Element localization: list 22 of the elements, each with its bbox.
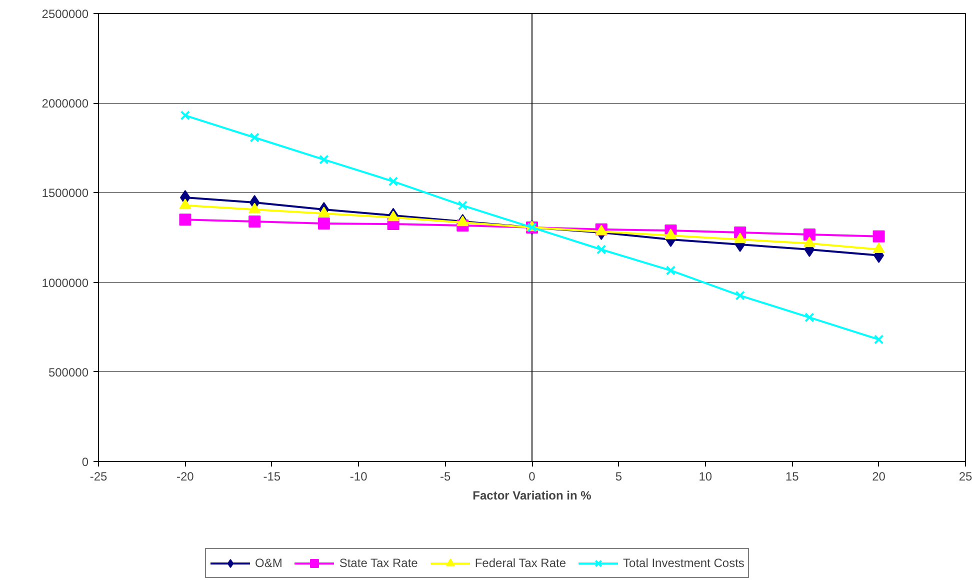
y-tick-label: 0 <box>82 455 89 469</box>
legend-label: Federal Tax Rate <box>474 556 566 570</box>
y-tick-label: 1500000 <box>42 186 89 200</box>
legend-label: O&M <box>255 556 282 570</box>
x-tick-label: -20 <box>176 470 194 484</box>
x-tick-label: 25 <box>958 470 972 484</box>
x-tick-label: 5 <box>615 470 622 484</box>
x-tick-label: 20 <box>872 470 886 484</box>
y-tick-label: 500000 <box>48 365 89 380</box>
y-tick-label: 1000000 <box>42 276 89 290</box>
y-tick-label: 2500000 <box>42 7 89 21</box>
x-axis-title: Factor Variation in % <box>472 488 592 502</box>
x-tick-label: -15 <box>263 470 281 484</box>
x-tick-label: -10 <box>350 470 368 484</box>
x-tick-label: 10 <box>698 470 712 484</box>
x-tick-label: 15 <box>785 470 800 484</box>
x-tick-label: 0 <box>528 470 536 484</box>
legend-label: State Tax Rate <box>339 556 418 570</box>
y-tick-label: 2000000 <box>42 96 89 111</box>
legend-label: Total Investment Costs <box>623 556 744 570</box>
x-tick-label: -5 <box>440 470 451 484</box>
x-tick-label: -25 <box>90 470 108 484</box>
